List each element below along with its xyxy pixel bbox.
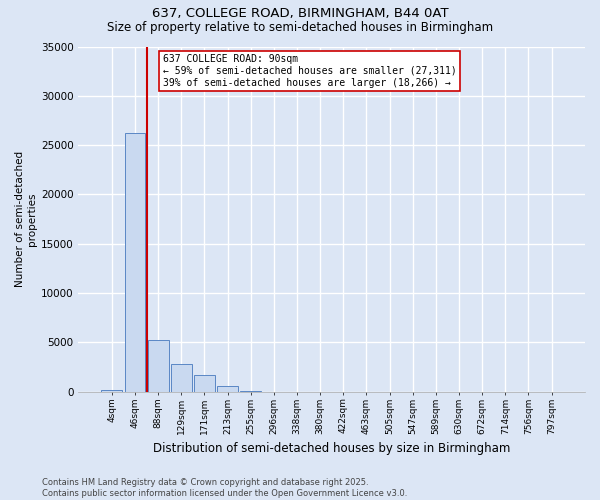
Bar (171, 364, 191, 392)
Bar (125, 134, 145, 392)
Bar (101, 390, 122, 392)
X-axis label: Distribution of semi-detached houses by size in Birmingham: Distribution of semi-detached houses by … (153, 442, 511, 455)
Text: 637, COLLEGE ROAD, BIRMINGHAM, B44 0AT: 637, COLLEGE ROAD, BIRMINGHAM, B44 0AT (152, 8, 448, 20)
Bar (194, 375, 215, 392)
Text: Size of property relative to semi-detached houses in Birmingham: Size of property relative to semi-detach… (107, 21, 493, 34)
Bar (148, 340, 169, 392)
Text: 637 COLLEGE ROAD: 90sqm
← 59% of semi-detached houses are smaller (27,311)
39% o: 637 COLLEGE ROAD: 90sqm ← 59% of semi-de… (163, 54, 457, 88)
Bar (217, 386, 238, 392)
Y-axis label: Number of semi-detached
properties: Number of semi-detached properties (15, 151, 37, 287)
Text: Contains HM Land Registry data © Crown copyright and database right 2025.
Contai: Contains HM Land Registry data © Crown c… (42, 478, 407, 498)
